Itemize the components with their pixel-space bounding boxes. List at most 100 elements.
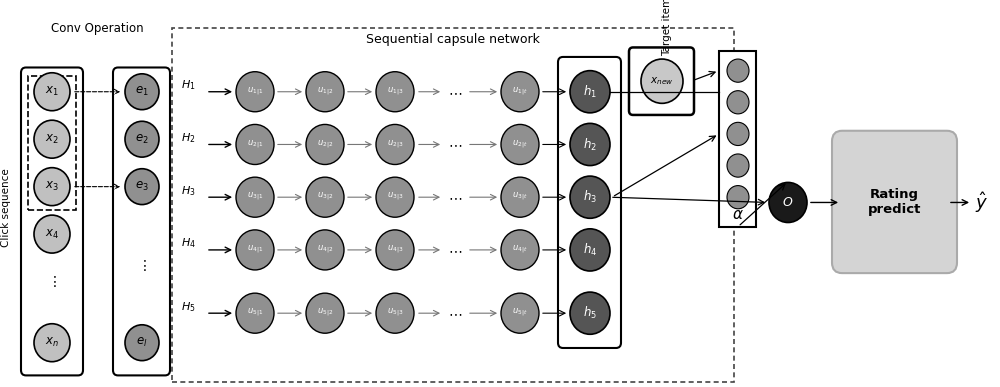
FancyBboxPatch shape	[113, 67, 170, 375]
Text: $\cdots$: $\cdots$	[448, 190, 462, 204]
Text: $u_{3|1}$: $u_{3|1}$	[247, 191, 263, 203]
Circle shape	[34, 120, 70, 158]
Text: Click sequence: Click sequence	[1, 168, 11, 247]
Circle shape	[376, 293, 414, 333]
Text: $u_{2|1}$: $u_{2|1}$	[247, 139, 263, 151]
FancyBboxPatch shape	[832, 131, 957, 273]
Text: $H_1$: $H_1$	[181, 79, 195, 92]
Text: $u_{2|2}$: $u_{2|2}$	[317, 139, 333, 151]
Text: $O$: $O$	[782, 196, 794, 209]
Circle shape	[34, 324, 70, 362]
Circle shape	[306, 72, 344, 112]
Text: $x_1$: $x_1$	[45, 85, 59, 98]
Text: $h_5$: $h_5$	[583, 305, 597, 321]
Circle shape	[306, 177, 344, 217]
Text: $u_{4|1}$: $u_{4|1}$	[247, 244, 263, 256]
Text: $\cdots$: $\cdots$	[448, 243, 462, 257]
Text: $x_n$: $x_n$	[45, 336, 59, 349]
FancyBboxPatch shape	[629, 48, 694, 115]
Text: $u_{4|2}$: $u_{4|2}$	[317, 244, 333, 256]
FancyBboxPatch shape	[21, 67, 83, 375]
Text: $\cdots$: $\cdots$	[448, 306, 462, 320]
Text: $u_{3|2}$: $u_{3|2}$	[317, 191, 333, 203]
Text: Conv Operation: Conv Operation	[51, 22, 143, 35]
Text: $H_5$: $H_5$	[181, 300, 195, 314]
Circle shape	[236, 125, 274, 164]
Circle shape	[641, 59, 683, 103]
Text: $e_2$: $e_2$	[135, 133, 149, 146]
Text: $u_{4|t}$: $u_{4|t}$	[512, 244, 528, 256]
Text: $\alpha$: $\alpha$	[732, 207, 744, 222]
Circle shape	[501, 177, 539, 217]
Text: $\cdots$: $\cdots$	[448, 85, 462, 99]
FancyBboxPatch shape	[719, 51, 756, 227]
Circle shape	[236, 177, 274, 217]
Text: $e_3$: $e_3$	[135, 180, 149, 193]
Text: $u_{5|2}$: $u_{5|2}$	[317, 307, 333, 319]
Text: $x_2$: $x_2$	[45, 133, 59, 146]
Circle shape	[34, 168, 70, 205]
Circle shape	[34, 215, 70, 253]
Circle shape	[727, 154, 749, 177]
Circle shape	[376, 125, 414, 164]
Circle shape	[236, 293, 274, 333]
Text: $x_{new}$: $x_{new}$	[650, 75, 674, 87]
Text: $e_l$: $e_l$	[136, 336, 148, 349]
Text: $u_{5|t}$: $u_{5|t}$	[512, 307, 528, 319]
Circle shape	[570, 71, 610, 113]
Circle shape	[376, 177, 414, 217]
Text: $u_{1|t}$: $u_{1|t}$	[512, 86, 528, 98]
Text: Rating
predict: Rating predict	[868, 188, 921, 216]
Text: $u_{3|t}$: $u_{3|t}$	[512, 191, 528, 203]
Text: $H_4$: $H_4$	[181, 237, 195, 250]
Circle shape	[501, 293, 539, 333]
Circle shape	[306, 125, 344, 164]
Text: $u_{5|3}$: $u_{5|3}$	[387, 307, 403, 319]
Text: $H_2$: $H_2$	[181, 131, 195, 145]
Circle shape	[501, 230, 539, 270]
Text: $u_{1|3}$: $u_{1|3}$	[387, 86, 403, 98]
Circle shape	[570, 123, 610, 166]
Circle shape	[306, 293, 344, 333]
Text: $x_4$: $x_4$	[45, 228, 59, 241]
Text: $h_4$: $h_4$	[583, 242, 597, 258]
Text: $H_3$: $H_3$	[181, 184, 195, 198]
Circle shape	[727, 91, 749, 114]
Text: $u_{5|1}$: $u_{5|1}$	[247, 307, 263, 319]
Text: $e_1$: $e_1$	[135, 85, 149, 98]
Text: $u_{2|t}$: $u_{2|t}$	[512, 139, 528, 151]
Circle shape	[570, 176, 610, 218]
Circle shape	[376, 72, 414, 112]
Circle shape	[501, 125, 539, 164]
Text: $\cdots$: $\cdots$	[448, 137, 462, 151]
Text: $h_3$: $h_3$	[583, 189, 597, 205]
Text: $h_2$: $h_2$	[583, 136, 597, 152]
Circle shape	[34, 73, 70, 111]
Text: $u_{3|3}$: $u_{3|3}$	[387, 191, 403, 203]
Circle shape	[125, 121, 159, 157]
Circle shape	[125, 325, 159, 361]
Circle shape	[501, 72, 539, 112]
Circle shape	[125, 169, 159, 205]
Text: $u_{4|3}$: $u_{4|3}$	[387, 244, 403, 256]
Circle shape	[727, 122, 749, 146]
Circle shape	[125, 74, 159, 110]
Text: Sequential capsule network: Sequential capsule network	[366, 33, 540, 46]
Text: $u_{2|3}$: $u_{2|3}$	[387, 139, 403, 151]
Text: $u_{1|2}$: $u_{1|2}$	[317, 86, 333, 98]
Text: Target item: Target item	[662, 0, 672, 56]
Circle shape	[236, 230, 274, 270]
Circle shape	[727, 186, 749, 209]
Circle shape	[727, 59, 749, 82]
Text: $u_{1|1}$: $u_{1|1}$	[247, 86, 263, 98]
Circle shape	[236, 72, 274, 112]
Circle shape	[376, 230, 414, 270]
Text: $x_3$: $x_3$	[45, 180, 59, 193]
Text: $\hat{y}$: $\hat{y}$	[975, 190, 989, 215]
Text: $h_1$: $h_1$	[583, 84, 597, 100]
Circle shape	[769, 182, 807, 223]
Circle shape	[306, 230, 344, 270]
Circle shape	[570, 229, 610, 271]
Text: $\vdots$: $\vdots$	[137, 258, 147, 273]
Text: $\vdots$: $\vdots$	[47, 274, 57, 289]
